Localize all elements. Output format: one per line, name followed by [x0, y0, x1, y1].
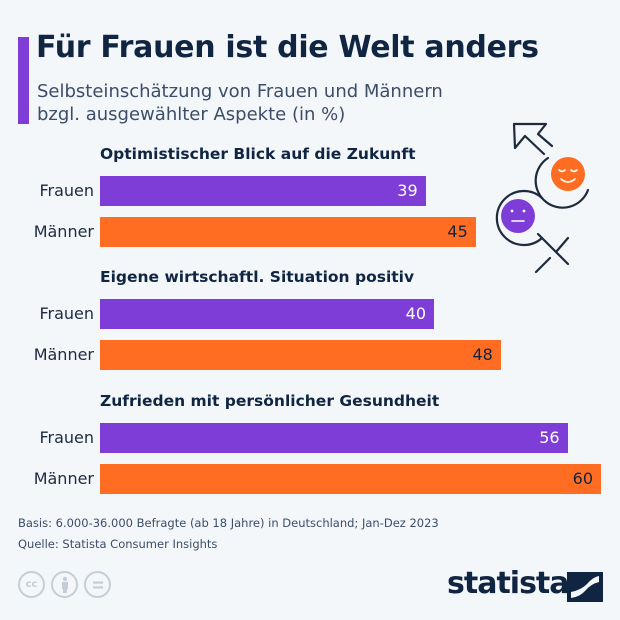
- bar-frauen: [100, 423, 568, 453]
- data-label: 48: [472, 345, 493, 364]
- subtitle: Selbsteinschätzung von Frauen und Männer…: [37, 80, 507, 126]
- group-title: Eigene wirtschaftl. Situation positiv: [100, 268, 415, 286]
- data-label: 60: [572, 469, 593, 488]
- cc-icon[interactable]: cc: [18, 571, 45, 598]
- no-derivatives-icon[interactable]: [84, 571, 111, 598]
- equals-icon: [92, 581, 103, 588]
- statista-logo[interactable]: statista: [447, 566, 570, 601]
- basis-note: Basis: 6.000-36.000 Befragte (ab 18 Jahr…: [18, 516, 439, 530]
- subtitle-line-1: Selbsteinschätzung von Frauen und Männer…: [37, 81, 443, 102]
- page-title: Für Frauen ist die Welt anders: [36, 30, 539, 65]
- gender-symbols-icon: [495, 122, 590, 274]
- bar-maenner: [100, 464, 601, 494]
- data-label: 45: [447, 222, 468, 241]
- category-label-maenner: Männer: [33, 345, 94, 364]
- bar-maenner: [100, 217, 476, 247]
- title-accent-bar: [18, 37, 29, 124]
- bar-frauen: [100, 176, 426, 206]
- category-label-frauen: Frauen: [39, 304, 94, 323]
- category-label-frauen: Frauen: [39, 181, 94, 200]
- category-label-maenner: Männer: [33, 222, 94, 241]
- data-label: 40: [405, 304, 426, 323]
- attribution-icon[interactable]: [51, 571, 78, 598]
- license-icons: cc: [18, 571, 111, 598]
- group-title: Optimistischer Blick auf die Zukunft: [100, 145, 416, 163]
- statista-logo-mark-icon: [567, 572, 603, 602]
- cc-text: cc: [25, 579, 38, 590]
- data-label: 56: [539, 428, 560, 447]
- bar-frauen: [100, 299, 434, 329]
- bar-maenner: [100, 340, 501, 370]
- data-label: 39: [397, 181, 418, 200]
- category-label-maenner: Männer: [33, 469, 94, 488]
- subtitle-line-2: bzgl. ausgewählter Aspekte (in %): [37, 104, 346, 125]
- category-label-frauen: Frauen: [39, 428, 94, 447]
- source-note: Quelle: Statista Consumer Insights: [18, 537, 218, 551]
- group-title: Zufrieden mit persönlicher Gesundheit: [100, 392, 440, 410]
- person-icon: [61, 576, 68, 593]
- happy-face-icon: [551, 157, 585, 191]
- neutral-face-icon: [501, 199, 535, 233]
